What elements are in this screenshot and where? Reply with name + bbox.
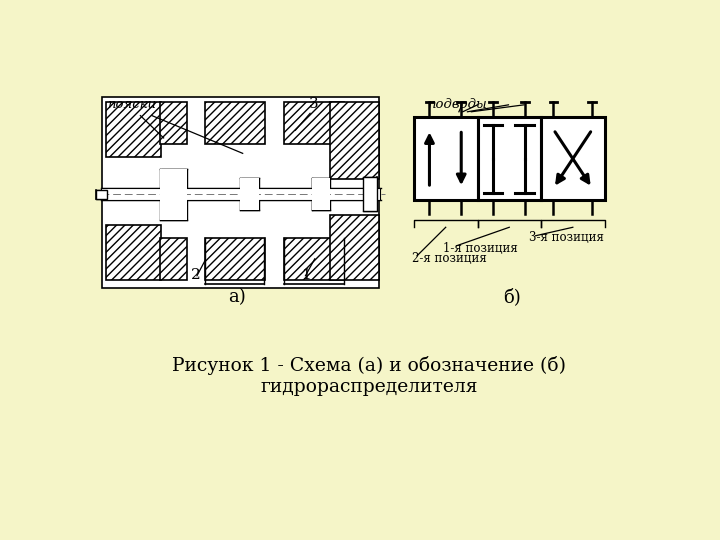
- Bar: [477, 117, 541, 200]
- Text: 3: 3: [309, 97, 318, 111]
- Bar: [330, 102, 379, 179]
- Bar: [363, 177, 377, 211]
- Bar: [161, 168, 186, 187]
- Bar: [312, 201, 330, 211]
- Text: подводы: подводы: [427, 98, 487, 111]
- Text: б): б): [503, 288, 521, 306]
- Bar: [240, 178, 259, 211]
- Bar: [330, 215, 379, 280]
- Text: 2-я позиция: 2-я позиция: [412, 252, 487, 265]
- Bar: [101, 188, 380, 200]
- Bar: [160, 102, 187, 144]
- Bar: [414, 117, 477, 200]
- Text: а): а): [228, 288, 246, 306]
- Bar: [204, 102, 265, 144]
- Text: 1-я позиция: 1-я позиция: [443, 242, 518, 255]
- Text: 1: 1: [301, 268, 310, 282]
- Bar: [106, 102, 161, 157]
- Bar: [102, 97, 379, 288]
- Bar: [106, 225, 161, 280]
- Bar: [312, 178, 330, 211]
- Bar: [284, 102, 344, 144]
- Bar: [160, 168, 187, 220]
- Bar: [204, 238, 265, 280]
- Text: 2: 2: [191, 268, 200, 282]
- Text: пояски: пояски: [107, 98, 156, 111]
- Text: Рисунок 1 - Схема (а) и обозначение (б)
гидрораспределителя: Рисунок 1 - Схема (а) и обозначение (б) …: [172, 356, 566, 396]
- Bar: [312, 178, 330, 187]
- Bar: [241, 201, 258, 211]
- Bar: [161, 201, 186, 220]
- Text: 3-я позиция: 3-я позиция: [528, 231, 603, 244]
- Bar: [96, 190, 107, 199]
- Bar: [160, 238, 187, 280]
- Bar: [241, 178, 258, 187]
- Bar: [541, 117, 605, 200]
- Bar: [284, 238, 344, 280]
